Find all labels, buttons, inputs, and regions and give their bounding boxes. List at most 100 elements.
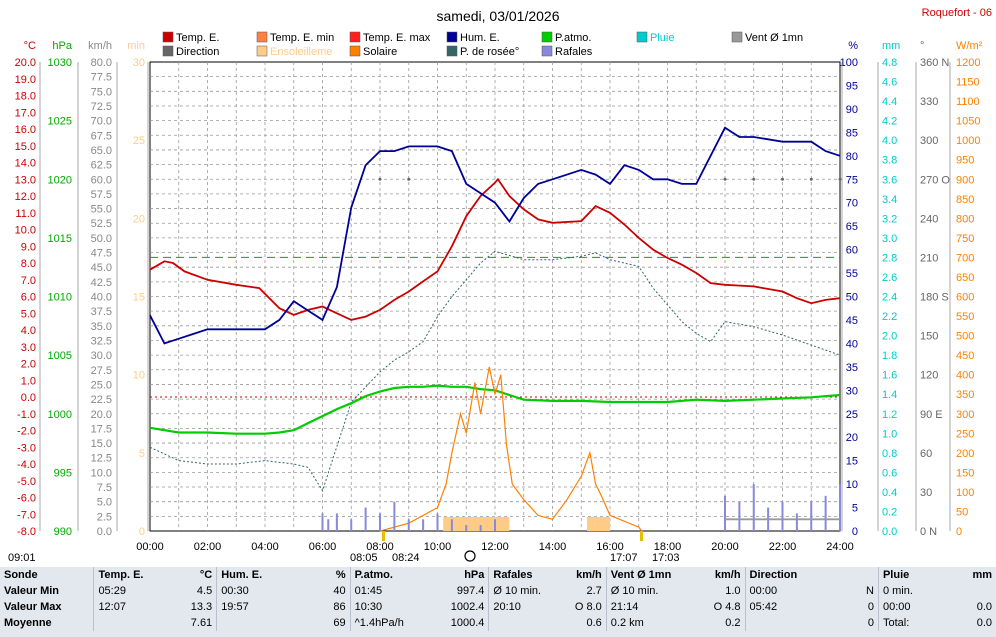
table-cell: ^1.4hPa/h: [349, 615, 425, 631]
table-cell: 0.2 km: [605, 615, 687, 631]
tick-label-temp: 7.0: [21, 275, 36, 287]
time-tick-label: 20:00: [711, 541, 739, 553]
direction-point: [407, 177, 411, 181]
legend: Temp. E. Temp. E. min Temp. E. max Hum. E. P…: [162, 31, 803, 58]
table-header-unit: mm: [972, 569, 992, 581]
tick-label-solar: 950: [956, 155, 974, 167]
tick-label-temp: -4.0: [17, 459, 36, 471]
tick-label-temp: 11.0: [15, 208, 36, 220]
tick-label-wind: 7.5: [97, 482, 112, 494]
tick-label-wind: 25.0: [91, 379, 112, 391]
tick-label-sun: 0: [139, 526, 145, 538]
axis-unit-sun: min: [127, 40, 145, 52]
series-line-p-de-ros-e-: [149, 250, 841, 492]
legend-label: Direction: [176, 46, 219, 58]
tick-label-temp: 20.0: [15, 57, 36, 69]
tick-label-temp: -7.0: [17, 509, 36, 521]
tick-label-dir: 120: [920, 370, 938, 382]
summary-table: Sonde Temp. E. °C Hum. E.% P.atmo. hPa Rafales…: [0, 567, 996, 637]
tick-label-rain: 4.8: [882, 57, 897, 69]
tick-label-temp: 19.0: [15, 74, 36, 86]
tick-label-wind: 12.5: [91, 453, 112, 465]
legend-swatch: [446, 31, 458, 43]
tick-label-wind: 72.5: [91, 101, 112, 113]
dawn-label: 08:24: [392, 552, 420, 564]
tick-label-solar: 600: [956, 292, 974, 304]
tick-label-temp: 2.0: [21, 359, 36, 371]
plot-area: [149, 126, 842, 532]
tick-label-rain: 3.8: [882, 155, 897, 167]
tick-label-dir: 360 N: [920, 57, 949, 69]
tick-label-solar: 100: [956, 487, 974, 499]
tick-label-solar: 1100: [956, 96, 980, 108]
time-tick-label: 06:00: [309, 541, 337, 553]
tick-label-wind: 42.5: [91, 277, 112, 289]
tick-label-temp: -3.0: [17, 442, 36, 454]
tick-label-temp: 1.0: [21, 375, 36, 387]
table-cell-value: 1002.4: [450, 601, 485, 613]
tick-label-rain: 0.4: [882, 487, 897, 499]
direction-point: [809, 177, 813, 181]
tick-label-hum: 90: [846, 104, 858, 116]
tick-label-rain: 2.4: [882, 292, 897, 304]
tick-label-hum: 20: [846, 432, 858, 444]
table-cell-value: 0.0: [976, 601, 992, 613]
tick-label-solar: 750: [956, 233, 974, 245]
tick-label-dir: 210: [920, 252, 938, 264]
sunshine-bar: [443, 517, 467, 531]
tick-label-hum: 70: [846, 198, 858, 210]
tick-label-rain: 0.2: [882, 506, 897, 518]
table-cell: Ø 10 min.: [605, 583, 687, 599]
table-header-unit: °C: [199, 569, 213, 581]
tick-label-solar: 650: [956, 272, 974, 284]
moonrise-label: 09:01: [8, 552, 36, 564]
table-cell: 00:30: [216, 583, 292, 599]
tick-label-hum: 80: [846, 151, 858, 163]
tick-label-solar: 1050: [956, 116, 980, 128]
table-cell-value: 0: [867, 601, 874, 613]
sunrise-marker: [382, 531, 385, 541]
axes: 20.0 19.0 18.0 17.0 16.0 15.0 14.0 13.0 12.0 11.0…: [8, 40, 983, 564]
tick-label-rain: 3.2: [882, 213, 897, 225]
axis-unit-press: hPa: [52, 40, 72, 52]
tick-label-wind: 62.5: [91, 160, 112, 172]
tick-label-temp: 4.0: [21, 325, 36, 337]
legend-swatch: [349, 45, 361, 57]
legend-label: Solaire: [363, 46, 397, 58]
tick-label-sun: 10: [133, 370, 145, 382]
tick-label-rain: 3.4: [882, 194, 897, 206]
sunset-marker: [640, 531, 643, 541]
legend-label: Hum. E.: [460, 32, 500, 44]
legend-swatch: [541, 31, 553, 43]
tick-label-press: 1030: [48, 57, 72, 69]
axis-unit-temp: °C: [24, 40, 36, 52]
axis-unit-dir: °: [920, 40, 924, 52]
table-header: Pluie: [877, 567, 959, 583]
tick-label-hum: 30: [846, 385, 858, 397]
legend-swatch: [731, 31, 743, 43]
table-row-label: Valeur Max: [4, 601, 62, 613]
tick-label-wind: 55.0: [91, 204, 112, 216]
tick-label-solar: 200: [956, 448, 974, 460]
tick-label-rain: 3.6: [882, 174, 897, 186]
tick-label-temp: -5.0: [17, 476, 36, 488]
table-cell: 21:14: [605, 599, 687, 615]
tick-label-press: 995: [54, 467, 72, 479]
direction-point: [781, 177, 784, 181]
tick-label-solar: 1150: [956, 77, 980, 89]
direction-point: [723, 177, 727, 181]
table-cell-value: O 8.0: [574, 601, 602, 613]
time-tick-label: 22:00: [769, 541, 797, 553]
tick-label-solar: 800: [956, 213, 974, 225]
series-line-solaire: [379, 366, 643, 532]
legend-label: Pluie: [650, 32, 674, 44]
station-name: Roquefort - 06: [922, 7, 992, 19]
tick-label-temp: 0.0: [21, 392, 36, 404]
series-line-temp-e-: [149, 177, 841, 321]
tick-label-hum: 95: [846, 80, 858, 92]
tick-label-press: 1015: [48, 233, 72, 245]
table-row-label: Moyenne: [4, 617, 52, 629]
tick-label-press: 1025: [48, 116, 72, 128]
tick-label-temp: 18.0: [15, 91, 36, 103]
noon-marker: [464, 550, 476, 562]
